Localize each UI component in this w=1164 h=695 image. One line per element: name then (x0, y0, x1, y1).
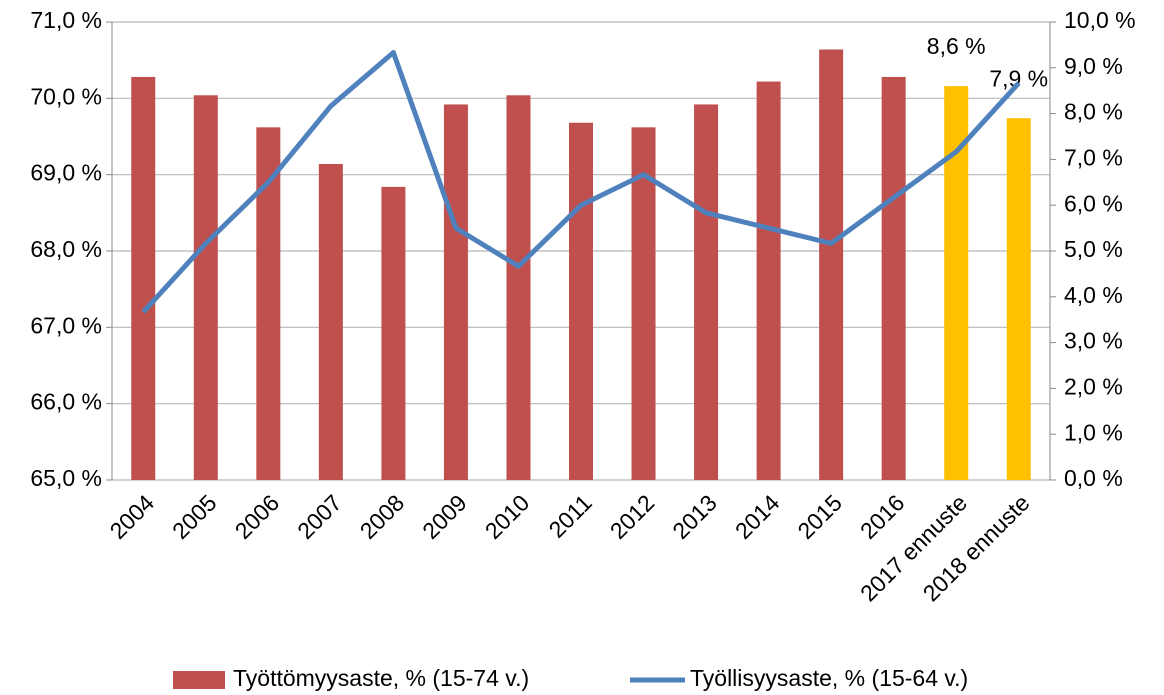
y2-tick-label: 10,0 % (1064, 7, 1136, 33)
y-tick-label: 67,0 % (30, 312, 102, 338)
legend-swatch (173, 671, 225, 689)
bar (631, 127, 656, 480)
bar (569, 122, 593, 480)
x-tick-label: 2016 (855, 489, 910, 544)
bar (819, 49, 844, 480)
x-tick-label: 2010 (480, 489, 535, 544)
bar (318, 163, 343, 481)
y2-tick-label: 5,0 % (1064, 236, 1123, 262)
y-tick-label: 68,0 % (30, 236, 102, 262)
y2-tick-label: 2,0 % (1064, 373, 1123, 399)
data-label: 8,6 % (927, 33, 986, 59)
y2-tick-label: 1,0 % (1064, 419, 1123, 445)
bar (881, 76, 906, 481)
y-tick-label: 70,0 % (30, 83, 102, 109)
bar (443, 104, 468, 480)
legend-label: Työttömyysaste, % (15-74 v.) (233, 665, 529, 691)
x-tick-label: 2015 (792, 489, 847, 544)
y-tick-label: 66,0 % (30, 389, 102, 415)
bar (506, 95, 531, 480)
bar (756, 81, 781, 480)
legend-label: Työllisyysaste, % (15-64 v.) (690, 665, 968, 691)
y-tick-label: 69,0 % (30, 160, 102, 186)
y2-tick-label: 6,0 % (1064, 190, 1123, 216)
y2-tick-label: 0,0 % (1064, 465, 1123, 491)
bar (193, 95, 218, 480)
bar (694, 104, 719, 480)
x-tick-label: 2012 (605, 489, 660, 544)
data-label: 7,9 % (989, 65, 1048, 91)
x-tick-label: 2013 (667, 489, 722, 544)
y-tick-label: 71,0 % (30, 7, 102, 33)
y2-tick-label: 4,0 % (1064, 282, 1123, 308)
bar (256, 127, 281, 480)
x-tick-label: 2008 (355, 489, 410, 544)
x-tick-label: 2014 (730, 489, 785, 544)
x-tick-label: 2007 (292, 489, 347, 544)
y2-tick-label: 3,0 % (1064, 328, 1123, 354)
y2-tick-label: 8,0 % (1064, 99, 1123, 125)
bar (381, 186, 406, 480)
x-tick-label: 2011 (543, 489, 596, 542)
x-tick-label: 2009 (417, 489, 472, 544)
x-tick-label: 2004 (105, 489, 160, 544)
line (141, 50, 1021, 314)
y2-tick-label: 7,0 % (1064, 144, 1123, 170)
bar (131, 76, 156, 481)
y-tick-label: 65,0 % (30, 465, 102, 491)
y2-tick-label: 9,0 % (1064, 53, 1123, 79)
x-tick-label: 2005 (167, 489, 222, 544)
x-tick-label: 2006 (230, 489, 285, 544)
bar (1006, 118, 1031, 481)
